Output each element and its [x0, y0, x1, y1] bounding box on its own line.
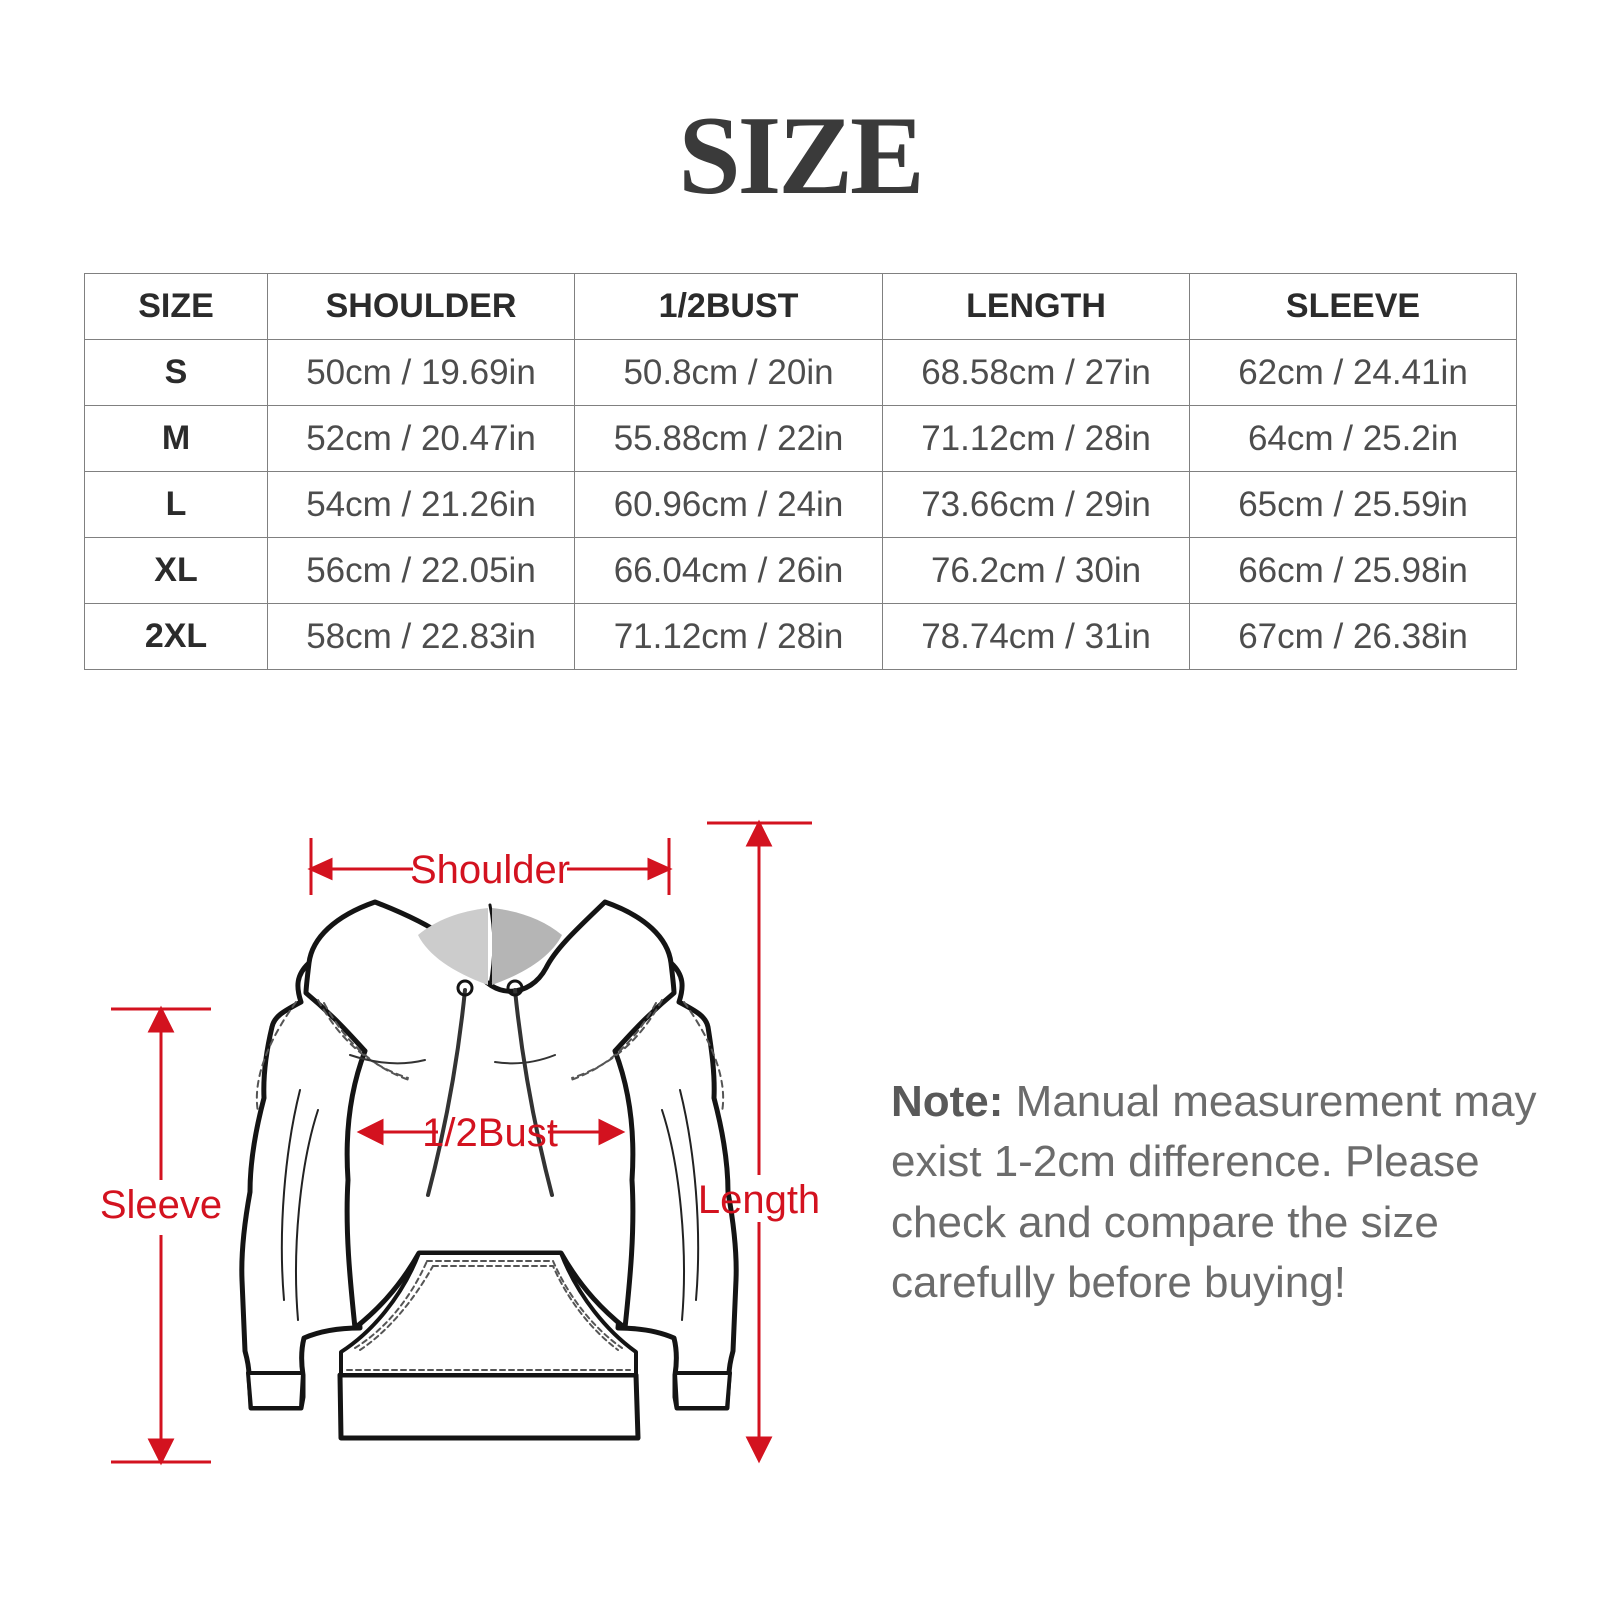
- svg-text:Length: Length: [698, 1178, 820, 1222]
- svg-text:1/2Bust: 1/2Bust: [422, 1111, 558, 1155]
- svg-text:Shoulder: Shoulder: [410, 848, 570, 892]
- svg-text:Sleeve: Sleeve: [100, 1183, 222, 1227]
